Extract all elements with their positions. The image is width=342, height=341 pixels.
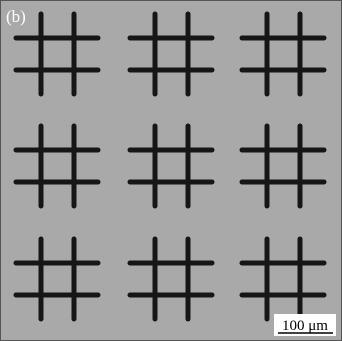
background [0, 0, 342, 341]
micrograph: (b) 100 μm [0, 0, 342, 341]
panel-label: (b) [6, 7, 26, 26]
scale-bar-label: 100 μm [282, 318, 328, 334]
